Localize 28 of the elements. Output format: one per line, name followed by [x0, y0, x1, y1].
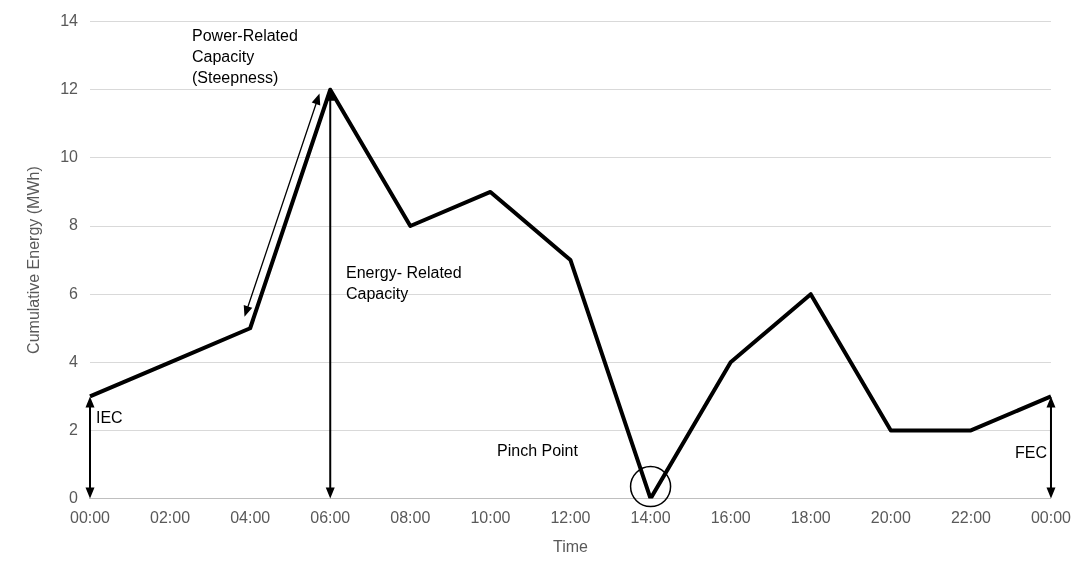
y-tick-label: 4 — [69, 352, 79, 370]
y-tick-label: 0 — [69, 489, 79, 507]
x-tick-label: 12:00 — [550, 508, 591, 526]
y-tick-label: 8 — [69, 216, 79, 234]
x-tick-label: 00:00 — [1030, 508, 1072, 526]
y-tick-label: 14 — [60, 12, 79, 30]
annotation: Energy- Related Capacity — [346, 263, 463, 304]
x-tick-label: 16:00 — [710, 508, 751, 526]
y-tick-label: 12 — [60, 80, 79, 98]
y-tick-label: 10 — [60, 148, 79, 166]
y-axis-title: Cumulative Energy (MWh) — [25, 166, 43, 354]
x-tick-label: 08:00 — [390, 508, 431, 526]
y-tick-label: 2 — [69, 420, 79, 438]
annotation: FEC — [1015, 443, 1048, 463]
annotation: Power-Related Capacity (Steepness) — [192, 26, 299, 88]
annotation: Pinch Point — [497, 441, 579, 461]
x-tick-label: 22:00 — [950, 508, 992, 526]
x-axis-title: Time — [553, 537, 589, 555]
x-tick-label: 06:00 — [310, 508, 351, 526]
y-tick-label: 6 — [69, 284, 79, 302]
annotation: IEC — [96, 408, 124, 428]
x-tick-label: 04:00 — [230, 508, 271, 526]
x-tick-label: 18:00 — [790, 508, 831, 526]
x-tick-label: 20:00 — [870, 508, 911, 526]
x-tick-label: 14:00 — [630, 508, 671, 526]
x-tick-label: 10:00 — [470, 508, 511, 526]
x-tick-label: 02:00 — [150, 508, 191, 526]
x-tick-label: 00:00 — [69, 508, 111, 526]
